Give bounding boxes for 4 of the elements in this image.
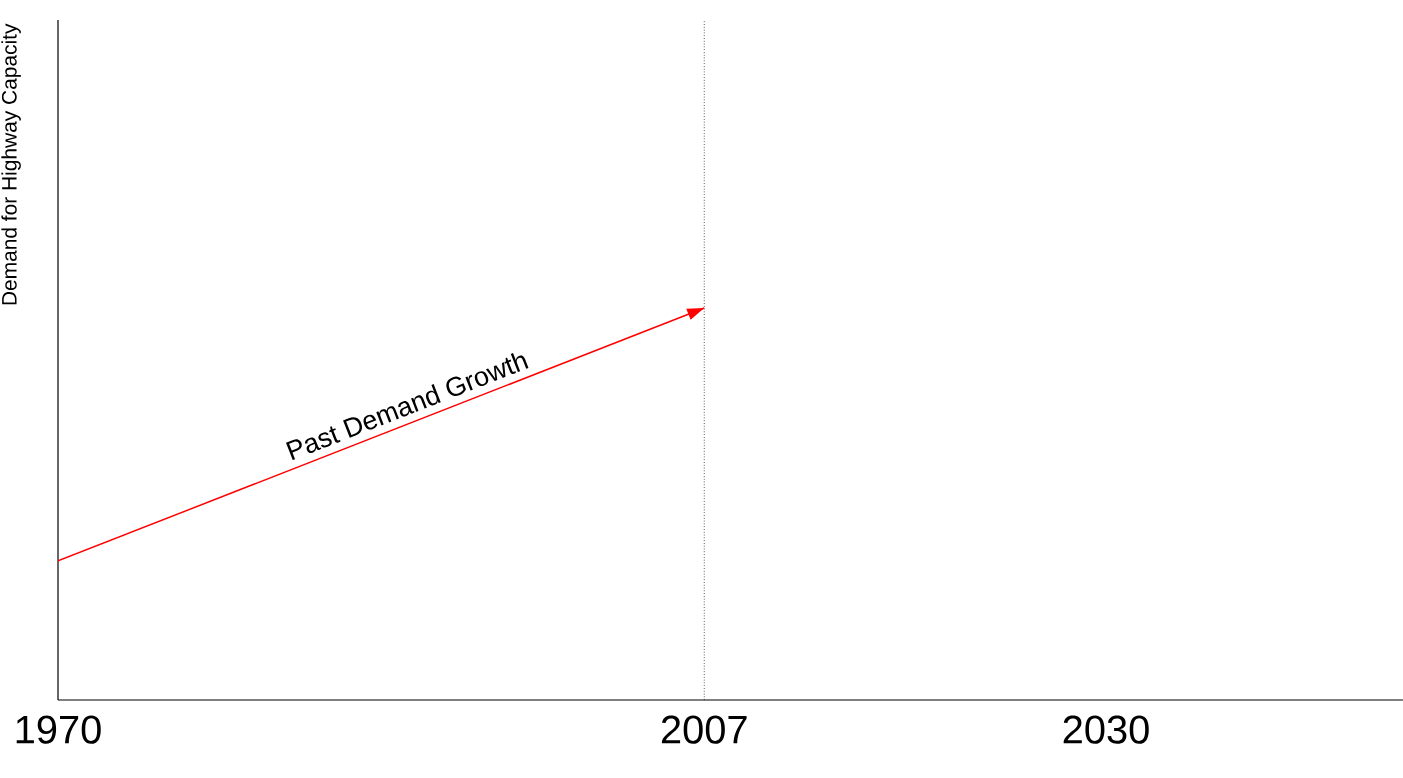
x-tick-label: 2007 xyxy=(661,715,747,744)
x-tick-label: 2030 xyxy=(1063,715,1149,744)
x-tick-label: 1970 xyxy=(16,715,101,744)
y-axis-title: Demand for Highway Capacity xyxy=(1,23,21,305)
